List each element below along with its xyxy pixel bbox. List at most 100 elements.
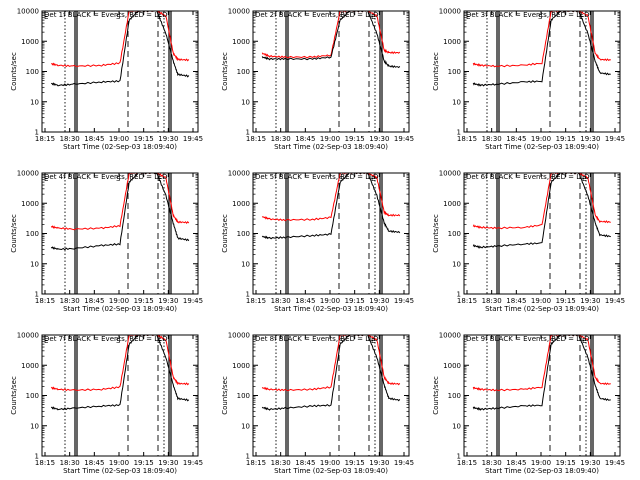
interval-marker-e: E bbox=[582, 175, 586, 183]
y-tick-label: 10000 bbox=[17, 332, 39, 340]
interval-marker-e: E bbox=[157, 337, 161, 345]
y-axis-label: Counts/sec bbox=[10, 376, 18, 415]
interval-marker-e: E bbox=[371, 175, 375, 183]
y-axis-label: Counts/sec bbox=[432, 52, 440, 91]
x-tick-label: 18:30 bbox=[482, 135, 502, 143]
y-tick-label: 1000 bbox=[443, 38, 461, 46]
x-tick-label: 18:45 bbox=[506, 459, 526, 467]
y-tick-label: 10000 bbox=[17, 170, 39, 178]
x-tick-label: 19:00 bbox=[531, 297, 551, 305]
y-axis-label: Counts/sec bbox=[432, 376, 440, 415]
x-tick-label: 18:45 bbox=[506, 297, 526, 305]
x-tick-label: 18:15 bbox=[246, 297, 266, 305]
panel-3: 1 10 100 1000 10000 18:15 18:30 18:45 19:00 19:15… bbox=[432, 8, 625, 152]
y-tick-label: 1000 bbox=[443, 200, 461, 208]
x-tick-label: 18:45 bbox=[84, 135, 104, 143]
y-tick-label: 100 bbox=[448, 68, 461, 76]
panel-5: 1 10 100 1000 10000 18:15 18:30 18:45 19:00 19:15… bbox=[221, 170, 414, 314]
interval-marker-s: S bbox=[339, 175, 344, 183]
x-axis-label: Start Time (02-Sep-03 18:09:40) bbox=[63, 143, 177, 151]
x-tick-label: 18:45 bbox=[295, 135, 315, 143]
x-tick-label: 19:30 bbox=[369, 135, 389, 143]
interval-marker-e: E bbox=[157, 13, 161, 21]
x-tick-label: 18:45 bbox=[84, 297, 104, 305]
interval-marker-e: E bbox=[44, 337, 48, 345]
interval-marker-e: E bbox=[44, 175, 48, 183]
x-tick-label: 18:45 bbox=[506, 135, 526, 143]
y-tick-label: 100 bbox=[26, 68, 39, 76]
series-lld-line bbox=[261, 173, 401, 222]
interval-marker-s: S bbox=[116, 175, 121, 183]
x-tick-label: 18:30 bbox=[60, 135, 80, 143]
x-tick-label: 19:00 bbox=[109, 135, 129, 143]
y-tick-label: 100 bbox=[26, 230, 39, 238]
x-tick-label: 19:00 bbox=[320, 459, 340, 467]
series-events-line bbox=[261, 335, 401, 411]
panel-title: Det 6f BLACK = Events, RED = LLD bbox=[466, 173, 589, 181]
y-tick-label: 1000 bbox=[21, 362, 39, 370]
x-tick-label: 18:30 bbox=[271, 459, 291, 467]
y-tick-label: 10000 bbox=[228, 8, 250, 16]
x-tick-label: 19:00 bbox=[109, 297, 129, 305]
x-tick-label: 18:30 bbox=[482, 297, 502, 305]
x-tick-label: 18:15 bbox=[457, 459, 477, 467]
interval-marker-s: S bbox=[116, 13, 121, 21]
x-tick-label: 18:45 bbox=[295, 297, 315, 305]
y-tick-label: 1 bbox=[246, 129, 250, 137]
y-tick-label: 10 bbox=[452, 98, 461, 106]
y-tick-label: 1000 bbox=[232, 362, 250, 370]
interval-marker-s: S bbox=[538, 13, 543, 21]
x-axis-label: Start Time (02-Sep-03 18:09:40) bbox=[63, 305, 177, 313]
x-tick-label: 19:15 bbox=[556, 297, 576, 305]
panel-6: 1 10 100 1000 10000 18:15 18:30 18:45 19:00 19:15… bbox=[432, 170, 625, 314]
y-tick-label: 10000 bbox=[228, 170, 250, 178]
interval-marker-e: E bbox=[371, 337, 375, 345]
y-tick-label: 1 bbox=[35, 291, 39, 299]
interval-marker-s: S bbox=[339, 13, 344, 21]
series-events-line bbox=[261, 11, 401, 69]
series-lld-line bbox=[472, 11, 611, 68]
y-axis-label: Counts/sec bbox=[221, 52, 229, 91]
x-tick-label: 19:00 bbox=[531, 135, 551, 143]
y-axis-label: Counts/sec bbox=[10, 214, 18, 253]
x-tick-label: 18:30 bbox=[60, 459, 80, 467]
y-tick-label: 1000 bbox=[443, 362, 461, 370]
y-tick-label: 1 bbox=[457, 453, 461, 461]
x-tick-label: 18:45 bbox=[84, 459, 104, 467]
y-tick-label: 1 bbox=[246, 453, 250, 461]
x-tick-label: 19:30 bbox=[580, 459, 600, 467]
x-tick-label: 19:15 bbox=[345, 297, 365, 305]
x-tick-label: 19:15 bbox=[134, 135, 154, 143]
x-tick-label: 19:45 bbox=[605, 135, 625, 143]
series-events-line bbox=[51, 11, 190, 87]
y-tick-label: 10 bbox=[30, 422, 39, 430]
x-tick-label: 19:45 bbox=[394, 135, 414, 143]
x-tick-label: 19:30 bbox=[580, 297, 600, 305]
series-events-line bbox=[472, 173, 611, 249]
y-axis-label: Counts/sec bbox=[221, 214, 229, 253]
y-tick-label: 10000 bbox=[439, 332, 461, 340]
series-events-line bbox=[472, 335, 611, 411]
y-axis-label: Counts/sec bbox=[10, 52, 18, 91]
y-tick-label: 10000 bbox=[439, 170, 461, 178]
x-tick-label: 19:00 bbox=[109, 459, 129, 467]
interval-marker-s: S bbox=[116, 337, 121, 345]
x-tick-label: 19:15 bbox=[556, 135, 576, 143]
interval-marker-e: E bbox=[582, 337, 586, 345]
panel-title: Det 2f BLACK = Events, RED = LLD bbox=[255, 11, 378, 19]
x-axis-label: Start Time (02-Sep-03 18:09:40) bbox=[485, 143, 599, 151]
y-tick-label: 10 bbox=[452, 260, 461, 268]
panel-title: Det 3f BLACK = Events, RED = LLD bbox=[466, 11, 589, 19]
interval-marker-s: S bbox=[550, 337, 555, 345]
panel-2: 1 10 100 1000 10000 18:15 18:30 18:45 19:00 19:15… bbox=[221, 8, 414, 152]
y-tick-label: 10 bbox=[241, 260, 250, 268]
x-tick-label: 18:15 bbox=[35, 297, 55, 305]
panel-title: Det 8f BLACK = Events, RED = LLD bbox=[255, 335, 378, 343]
y-tick-label: 100 bbox=[26, 392, 39, 400]
x-tick-label: 19:45 bbox=[183, 297, 203, 305]
x-tick-label: 19:30 bbox=[369, 297, 389, 305]
x-tick-label: 19:30 bbox=[580, 135, 600, 143]
x-tick-label: 18:45 bbox=[295, 459, 315, 467]
y-tick-label: 10 bbox=[241, 98, 250, 106]
